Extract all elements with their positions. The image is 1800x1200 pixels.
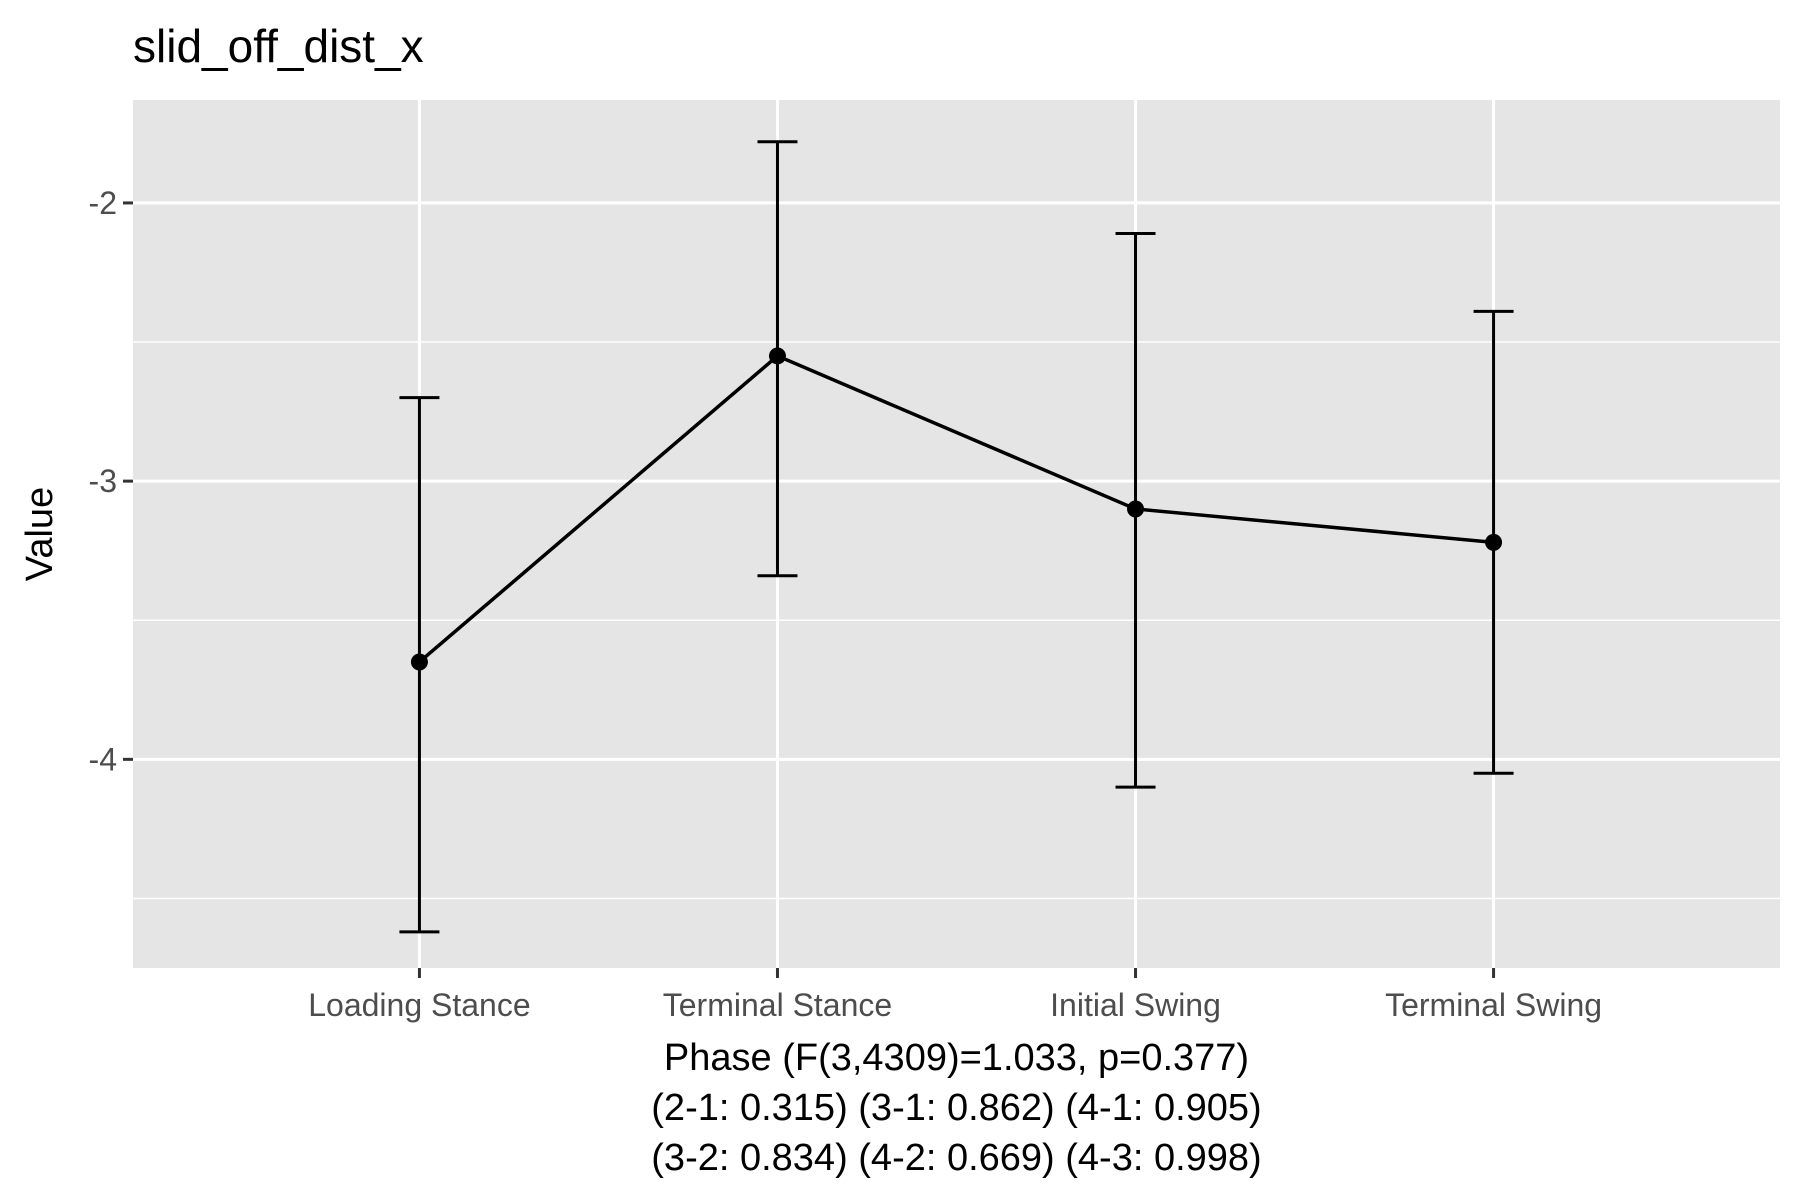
x-axis: Loading Stance Terminal Stance Initial Swi… — [308, 968, 1602, 1023]
plot-panel — [133, 100, 1780, 968]
y-tick-label: -3 — [89, 463, 117, 499]
y-tick-label: -4 — [89, 741, 117, 777]
data-points — [410, 347, 1503, 671]
x-tick-label: Initial Swing — [1050, 987, 1221, 1023]
data-point — [768, 347, 786, 365]
y-axis-title: Value — [19, 487, 61, 581]
x-tick-label: Terminal Swing — [1385, 987, 1602, 1023]
chart-title: slid_off_dist_x — [133, 20, 424, 72]
minor-gridlines — [133, 341, 1780, 900]
series-line — [418, 353, 1494, 664]
data-point — [1127, 500, 1145, 518]
data-point — [1485, 533, 1503, 551]
x-tick-label: Terminal Stance — [663, 987, 892, 1023]
y-tick-label: -2 — [89, 185, 117, 221]
x-axis-title-line: (3-2: 0.834) (4-2: 0.669) (4-3: 0.998) — [651, 1137, 1261, 1179]
mean-line — [418, 353, 1494, 664]
x-axis-title: Phase (F(3,4309)=1.033, p=0.377) (2-1: 0.… — [651, 1037, 1261, 1179]
x-axis-title-line: Phase (F(3,4309)=1.033, p=0.377) — [664, 1037, 1249, 1079]
y-axis: -4 -3 -2 — [89, 185, 133, 777]
x-tick-label: Loading Stance — [308, 987, 530, 1023]
data-point — [410, 653, 428, 671]
x-axis-title-line: (2-1: 0.315) (3-1: 0.862) (4-1: 0.905) — [651, 1087, 1261, 1129]
